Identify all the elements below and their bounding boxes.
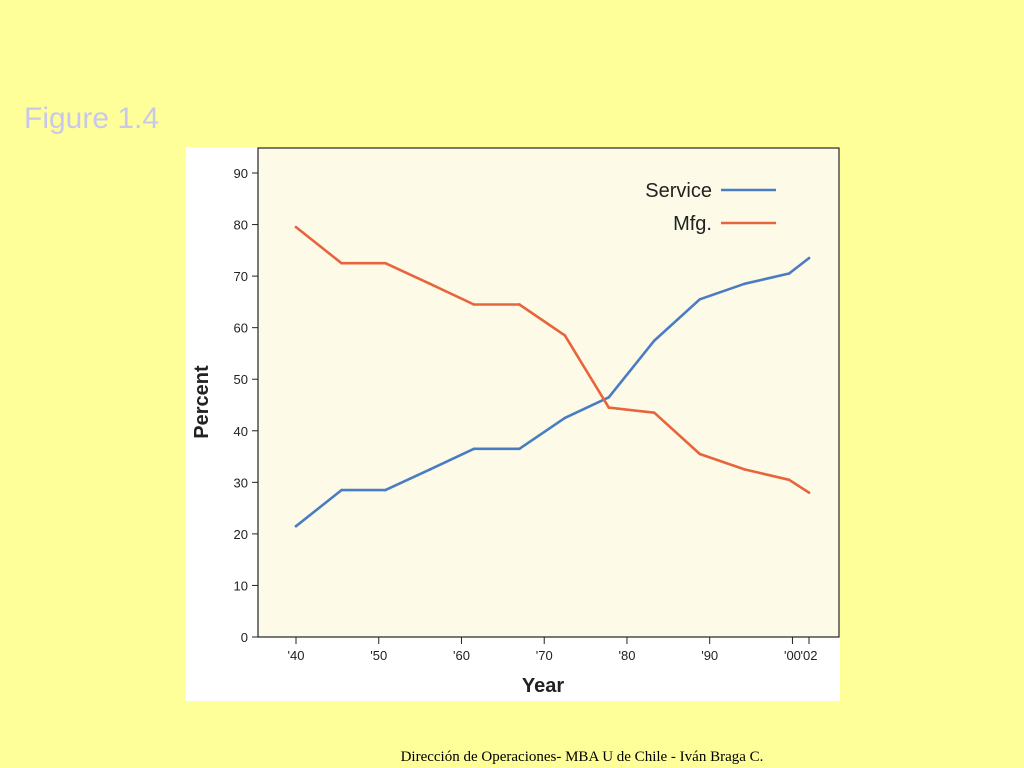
x-tick-label: '90 bbox=[701, 648, 718, 663]
data-point-service bbox=[607, 395, 611, 399]
y-tick-label: 60 bbox=[234, 321, 248, 336]
data-point-mfg bbox=[787, 478, 791, 482]
y-tick-label: 20 bbox=[234, 527, 248, 542]
y-tick-label: 50 bbox=[234, 372, 248, 387]
y-tick-label: 10 bbox=[234, 578, 248, 593]
slide-footer: Dirección de Operaciones- MBA U de Chile… bbox=[400, 749, 764, 765]
data-point-service bbox=[652, 339, 656, 342]
data-point-service bbox=[743, 282, 746, 286]
data-point-mfg bbox=[743, 468, 746, 471]
y-tick-label: 70 bbox=[234, 269, 248, 284]
legend-label: Mfg. bbox=[673, 213, 712, 235]
x-tick-label: '40 bbox=[288, 648, 305, 663]
data-point-service bbox=[428, 468, 432, 471]
x-tick-label: '00 bbox=[784, 648, 801, 663]
y-tick-label: 90 bbox=[234, 166, 248, 181]
y-tick-label: 0 bbox=[241, 630, 248, 645]
chart-panel: 0 10 20 30 40 50 60 70 80 90 '40 '50 '60 '70 '80 '90 '00… bbox=[186, 147, 840, 701]
data-point-service bbox=[563, 416, 567, 420]
y-tick-label: 30 bbox=[234, 475, 248, 490]
x-tick-label: '60 bbox=[453, 648, 470, 663]
data-point-mfg bbox=[472, 303, 476, 306]
x-tick-label: '80 bbox=[618, 648, 635, 663]
x-tick-label: '70 bbox=[536, 648, 553, 663]
data-point-service bbox=[472, 447, 476, 451]
data-point-service bbox=[698, 298, 702, 301]
data-point-mfg bbox=[384, 261, 387, 265]
data-point-mfg bbox=[518, 303, 521, 306]
data-point-service bbox=[787, 272, 791, 275]
plot-area bbox=[257, 147, 840, 638]
y-tick-label: 40 bbox=[234, 424, 248, 439]
y-tick-label: 80 bbox=[234, 218, 248, 233]
data-point-mfg bbox=[807, 491, 811, 494]
x-axis-title: Year bbox=[522, 675, 564, 697]
data-point-service bbox=[518, 447, 521, 451]
x-tick-label: '50 bbox=[370, 648, 387, 663]
x-tick-label: '02 bbox=[801, 648, 818, 663]
data-point-mfg bbox=[340, 261, 343, 265]
data-point-service bbox=[384, 488, 387, 492]
data-point-mfg bbox=[428, 282, 432, 286]
data-point-service bbox=[807, 256, 811, 260]
data-point-mfg bbox=[698, 452, 702, 456]
data-point-mfg bbox=[607, 406, 611, 409]
y-axis-title: Percent bbox=[191, 365, 213, 439]
data-point-service bbox=[294, 524, 298, 528]
slide-title: Figure 1.4 bbox=[24, 102, 160, 135]
data-point-mfg bbox=[294, 225, 298, 229]
legend-label: Service bbox=[645, 180, 712, 202]
data-point-mfg bbox=[652, 411, 656, 415]
data-point-service bbox=[340, 488, 343, 492]
data-point-mfg bbox=[563, 334, 567, 337]
line-chart: 0 10 20 30 40 50 60 70 80 90 '40 '50 '60 '70 '80 '90 '00… bbox=[191, 147, 840, 697]
